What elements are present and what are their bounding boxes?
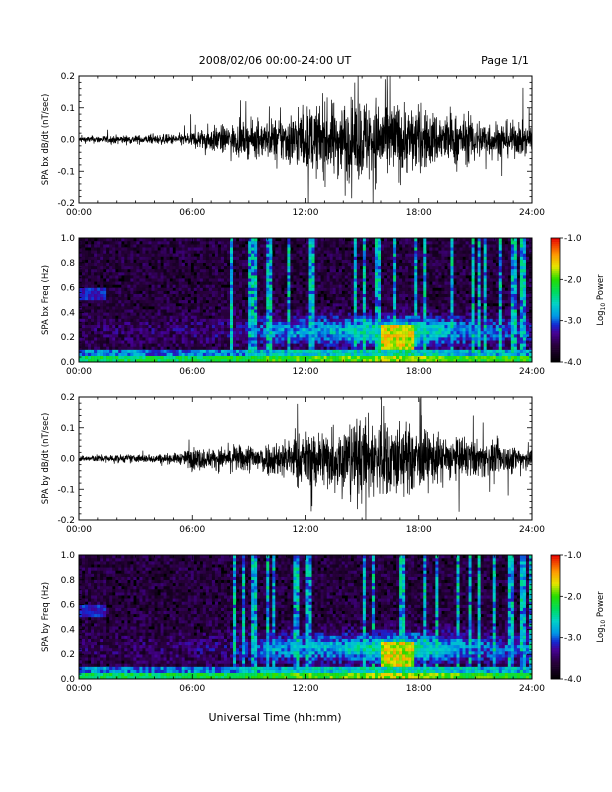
heatmap-cells — [79, 555, 533, 680]
colorbar-label: Log10 Power — [596, 274, 607, 326]
panel-4: -1.0 -2.0 -3.0 -4.0 Log10 Power 00:00 06:00 12:… — [41, 551, 607, 694]
y-tick-label: 0.8 — [61, 259, 76, 269]
page-indicator: Page 1/1 — [481, 54, 529, 67]
x-tick-label: 00:00 — [66, 367, 92, 377]
x-tick-label: 18:00 — [406, 525, 432, 535]
x-axis-label: Universal Time (hh:mm) — [209, 711, 342, 724]
colorbar-label: Log10 Power — [596, 591, 607, 643]
panel-2: -1.0 -2.0 -3.0 -4.0 Log10 Power 00:00 06:00 12:… — [41, 234, 607, 377]
y-axis-label: SPA by Freq (Hz) — [41, 582, 51, 652]
panel-3: 00:00 06:00 12:00 18:00 24:00 0.2 0.1 0.0 -0.1 -0… — [41, 393, 545, 535]
y-tick-label: 0.2 — [61, 393, 75, 403]
colorbar-tick-label: -3.0 — [564, 634, 582, 644]
colorbar-tick-label: -2.0 — [564, 275, 582, 285]
x-tick-label: 06:00 — [179, 367, 205, 377]
y-tick-label: 0.0 — [61, 136, 76, 146]
colorbar: -1.0 -2.0 -3.0 -4.0 Log10 Power — [550, 551, 607, 685]
y-tick-label: 0.2 — [61, 72, 75, 82]
y-tick-label: 0.6 — [61, 601, 76, 611]
y-axis-label: SPA bx Freq (Hz) — [41, 265, 51, 335]
heatmap-cells — [79, 238, 533, 363]
y-tick-label: 0.2 — [61, 650, 75, 660]
y-tick-label: -0.1 — [57, 485, 75, 495]
panels: 00:00 06:00 12:00 18:00 24:00 0.2 0.1 0.0 -0.1 -0… — [41, 72, 607, 694]
x-tick-label: 06:00 — [179, 208, 205, 218]
x-tick-label: 12:00 — [293, 367, 319, 377]
x-tick-label: 24:00 — [519, 525, 545, 535]
x-tick-label: 12:00 — [293, 684, 319, 694]
x-tick-label: 00:00 — [66, 525, 92, 535]
y-axis-label: SPA by dB/dt (nT/sec) — [41, 413, 51, 505]
y-tick-label: 0.8 — [61, 576, 76, 586]
x-tick-label: 12:00 — [293, 525, 319, 535]
colorbar-tick-label: -4.0 — [564, 358, 582, 368]
x-tick-label: 06:00 — [179, 525, 205, 535]
y-tick-label: 1.0 — [61, 234, 76, 244]
y-tick-label: 0.2 — [61, 333, 75, 343]
colorbar: -1.0 -2.0 -3.0 -4.0 Log10 Power — [550, 234, 607, 368]
y-tick-label: 0.1 — [61, 104, 75, 114]
x-tick-label: 06:00 — [179, 684, 205, 694]
y-tick-label: -0.2 — [57, 199, 75, 209]
colorbar-tick-label: -4.0 — [564, 675, 582, 685]
y-tick-label: -0.1 — [57, 167, 75, 177]
y-tick-label: -0.2 — [57, 516, 75, 526]
waveform-series — [79, 397, 532, 520]
x-tick-label: 24:00 — [519, 684, 545, 694]
colorbar-tick-label: -1.0 — [564, 234, 582, 244]
y-tick-label: 0.0 — [61, 358, 76, 368]
y-tick-label: 0.0 — [61, 455, 76, 465]
x-tick-label: 18:00 — [406, 684, 432, 694]
chart-title: 2008/02/06 00:00-24:00 UT — [199, 54, 352, 67]
y-tick-label: 0.1 — [61, 424, 75, 434]
x-tick-label: 18:00 — [406, 367, 432, 377]
y-tick-label: 1.0 — [61, 551, 76, 561]
colorbar-tick-label: -3.0 — [564, 317, 582, 327]
colorbar-tick-label: -2.0 — [564, 592, 582, 602]
y-tick-label: 0.6 — [61, 284, 76, 294]
colorbar-tick-label: -1.0 — [564, 551, 582, 561]
x-tick-label: 12:00 — [293, 208, 319, 218]
y-tick-label: 0.4 — [61, 625, 76, 635]
y-axis-label: SPA bx dB/dt (nT/sec) — [41, 94, 51, 186]
waveform-series — [79, 76, 532, 203]
panel-1: 00:00 06:00 12:00 18:00 24:00 0.2 0.1 0.0 -0.1 -0… — [41, 72, 545, 218]
y-tick-label: 0.4 — [61, 308, 76, 318]
x-tick-label: 00:00 — [66, 684, 92, 694]
x-tick-label: 24:00 — [519, 367, 545, 377]
x-tick-label: 00:00 — [66, 208, 92, 218]
x-tick-label: 24:00 — [519, 208, 545, 218]
y-tick-label: 0.0 — [61, 675, 76, 685]
x-tick-label: 18:00 — [406, 208, 432, 218]
